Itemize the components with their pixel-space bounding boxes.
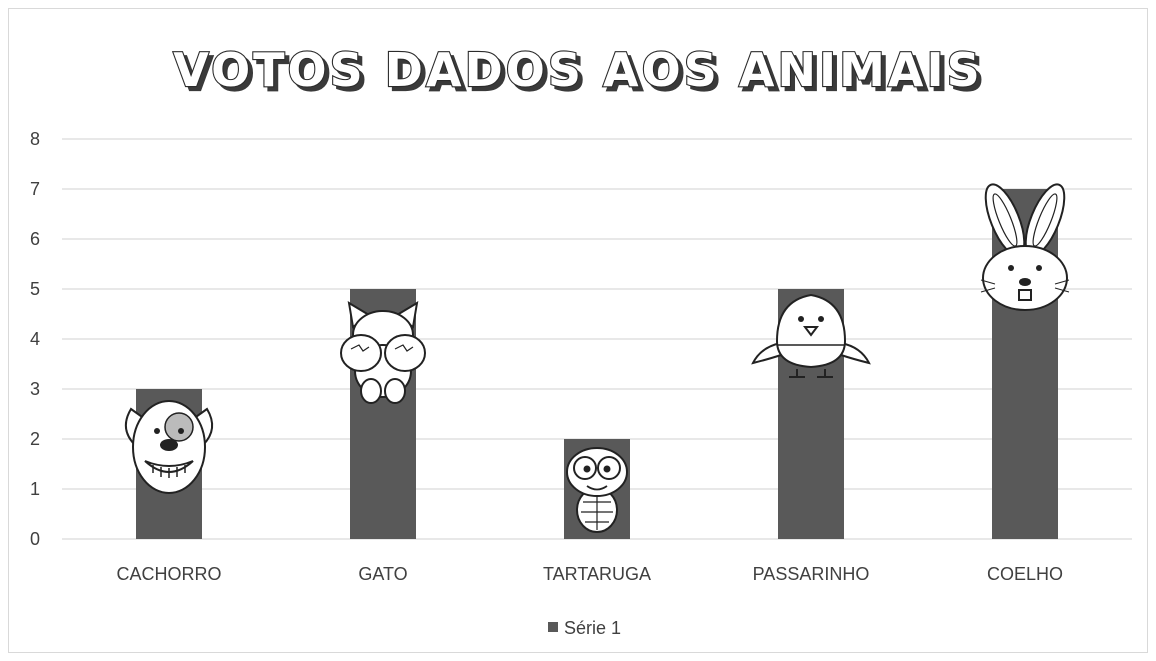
y-tick-label: 6 — [30, 229, 40, 249]
x-tick-label: GATO — [358, 564, 407, 584]
y-tick-label: 4 — [30, 329, 40, 349]
y-tick-label: 3 — [30, 379, 40, 399]
chart-title-group: VOTOS DADOS AOS ANIMAIS VOTOS DADOS AOS … — [172, 42, 986, 102]
dog-icon — [124, 400, 214, 494]
rabbit-icon — [980, 183, 1070, 311]
y-tick-label: 0 — [30, 529, 40, 549]
bird-icon — [751, 293, 871, 378]
legend-label: Série 1 — [564, 618, 621, 638]
chart-title-shadow: VOTOS DADOS AOS ANIMAIS — [177, 47, 986, 101]
y-axis-ticks: 0 1 2 3 4 5 6 7 8 — [30, 129, 40, 549]
x-tick-label: COELHO — [987, 564, 1063, 584]
turtle-icon — [566, 447, 628, 533]
chart-title: VOTOS DADOS AOS ANIMAIS — [173, 43, 982, 97]
y-tick-label: 5 — [30, 279, 40, 299]
y-tick-label: 1 — [30, 479, 40, 499]
animal-icons — [124, 183, 1070, 533]
y-tick-label: 2 — [30, 429, 40, 449]
x-tick-label: TARTARUGA — [543, 564, 651, 584]
cat-icon — [340, 301, 426, 404]
x-tick-label: CACHORRO — [116, 564, 221, 584]
x-tick-label: PASSARINHO — [753, 564, 870, 584]
legend-swatch — [548, 622, 558, 632]
chart-frame — [8, 8, 1148, 653]
y-tick-label: 7 — [30, 179, 40, 199]
legend: Série 1 — [548, 618, 621, 638]
y-tick-label: 8 — [30, 129, 40, 149]
x-axis-labels: CACHORRO GATO TARTARUGA PASSARINHO COELHO — [116, 564, 1063, 584]
